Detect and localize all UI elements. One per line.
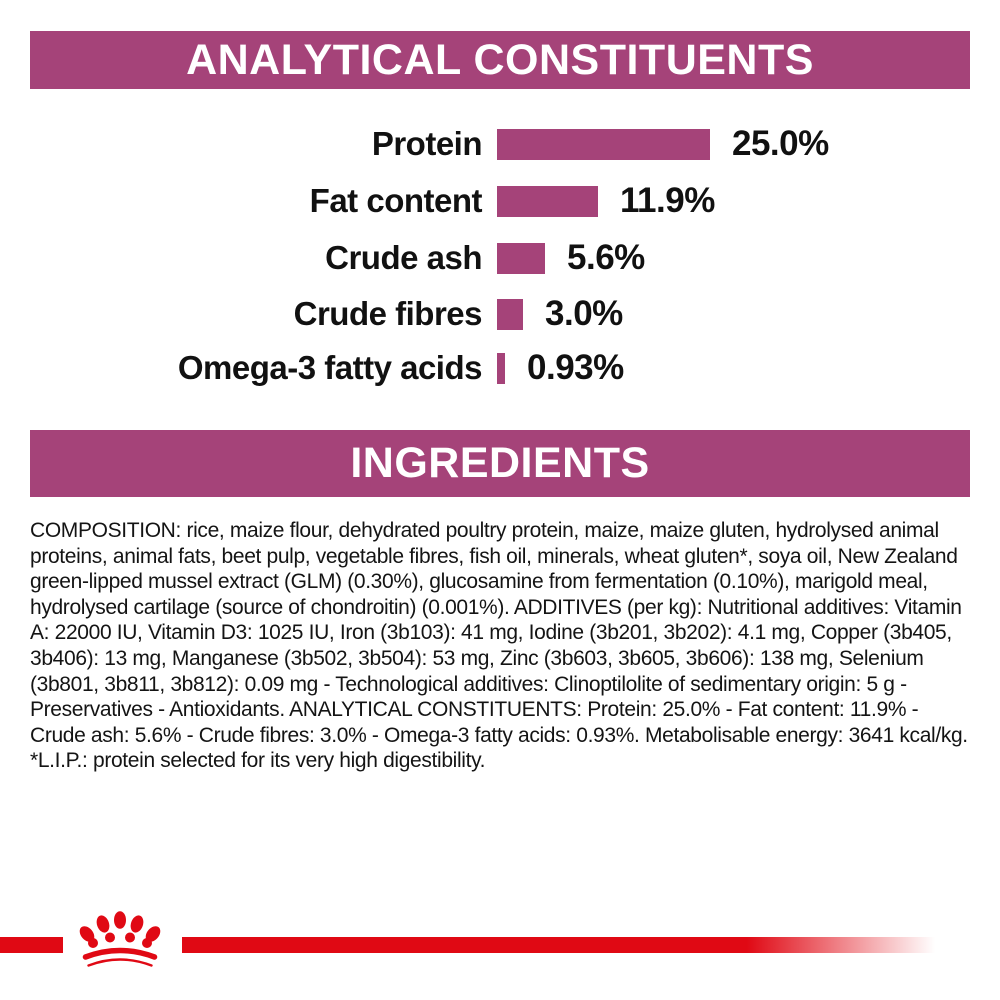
- bar: [497, 242, 545, 274]
- bar: [497, 128, 710, 160]
- chart-row: Omega-3 fatty acids 0.93%: [0, 348, 1000, 387]
- bar: [497, 352, 505, 384]
- bar-value-label: 3.0%: [545, 294, 623, 333]
- bar: [497, 298, 523, 330]
- bar-category-label: Protein: [371, 125, 483, 162]
- brand-band-left: [0, 937, 63, 953]
- chart-row: Fat content 11.9%: [0, 181, 1000, 220]
- bar-category-label: Fat content: [309, 182, 483, 219]
- bar-value-label: 5.6%: [567, 238, 645, 277]
- bar-category-label: Omega-3 fatty acids: [177, 349, 483, 386]
- crown-paw-print-logo: [79, 911, 161, 967]
- brand-band-right: [182, 937, 935, 953]
- chart-row: Crude ash 5.6%: [0, 238, 1000, 277]
- bar-value-label: 25.0%: [732, 124, 829, 163]
- chart-row: Crude fibres 3.0%: [0, 294, 1000, 333]
- bar-category-label: Crude ash: [325, 239, 482, 276]
- bar: [497, 185, 598, 217]
- bar-value-label: 0.93%: [527, 348, 624, 387]
- composition-text: COMPOSITION: rice, maize flour, dehydrat…: [30, 519, 968, 773]
- bar-category-label: Crude fibres: [293, 295, 483, 332]
- bar-value-label: 11.9%: [620, 181, 715, 220]
- ingredients-header: INGREDIENTS: [30, 430, 970, 497]
- chart-row: Protein 25.0%: [0, 124, 1000, 163]
- analytical-constituents-header: ANALYTICAL CONSTITUENTS: [30, 31, 970, 89]
